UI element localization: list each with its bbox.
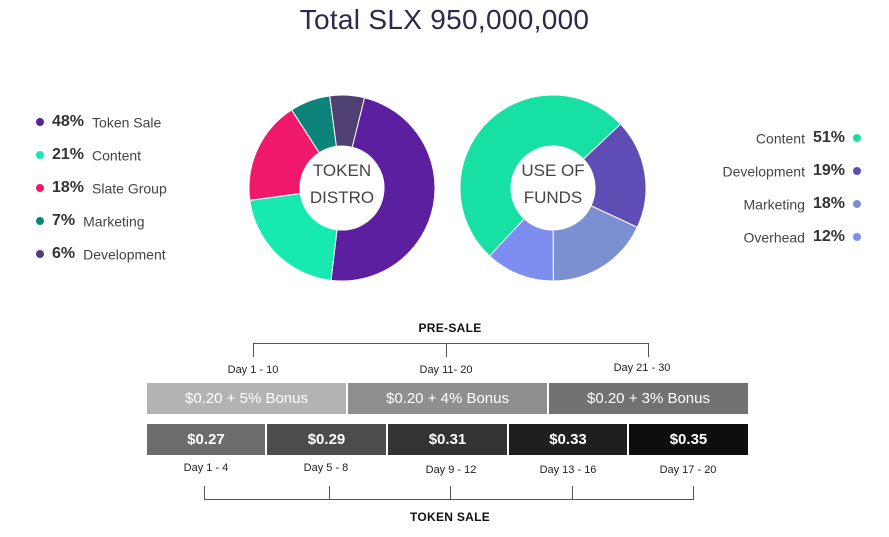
page-title: Total SLX 950,000,000 [299, 4, 590, 35]
legend-item: 7% Marketing [36, 210, 167, 243]
presale-bracket-line [253, 343, 649, 344]
legend-dot [853, 233, 861, 242]
token-sale-tick [693, 486, 694, 500]
legend-label: Overhead [743, 229, 805, 246]
token-sale-tick [204, 486, 205, 500]
donut-slice-marketing [552, 205, 638, 282]
token-sale-price-box: $0.31 [388, 424, 507, 455]
token-sale-day-label: Day 17 - 20 [659, 464, 717, 476]
legend-percent: 18% [812, 195, 845, 213]
legend-dot [36, 118, 44, 127]
token-sale-price-box: $0.33 [509, 424, 627, 455]
legend-label: Development [722, 163, 805, 180]
legend-dot [853, 167, 861, 176]
token-distro-legend: 48% Token Sale 21% Content 18% Slate Group … [36, 111, 167, 276]
token-sale-tick [329, 486, 330, 500]
legend-label: Marketing [83, 213, 145, 230]
legend-percent: 12% [812, 228, 845, 246]
token-sale-day-label: Day 13 - 16 [539, 464, 597, 476]
legend-item: 18% Slate Group [36, 177, 167, 210]
token-sale-price-box: $0.35 [629, 424, 748, 455]
legend-item: 21% Content [36, 144, 167, 177]
legend-percent: 19% [812, 162, 845, 180]
legend-percent: 21% [52, 146, 85, 164]
donut-slice-content [459, 94, 622, 257]
legend-dot [853, 200, 861, 209]
use-of-funds-donut: USE OF FUNDS [459, 94, 647, 282]
legend-dot [36, 151, 44, 160]
donut-slice-development [329, 94, 366, 148]
legend-dot [853, 134, 861, 143]
token-sale-day-label: Day 9 - 12 [425, 464, 477, 476]
presale-day-label: Day 1 - 10 [227, 364, 279, 376]
token-distro-donut: TOKEN DISTRO [248, 94, 436, 282]
legend-item: Marketing 18% [722, 193, 861, 226]
legend-item: Content 51% [722, 127, 861, 160]
donut-slice-overhead [488, 218, 554, 282]
presale-title: PRE-SALE [418, 321, 482, 335]
legend-item: Development 19% [722, 160, 861, 193]
legend-dot [36, 250, 44, 259]
donut-center-label: USE OF [521, 161, 584, 180]
donut-center-label: TOKEN [313, 161, 371, 180]
legend-label: Content [92, 147, 142, 164]
legend-label: Token Sale [92, 114, 162, 131]
presale-tick [253, 343, 254, 357]
legend-percent: 48% [52, 113, 85, 131]
token-sale-tick [572, 486, 573, 500]
token-sale-title: TOKEN SALE [409, 510, 491, 524]
donut-center-label: FUNDS [524, 188, 583, 207]
presale-tick [648, 343, 649, 357]
legend-percent: 6% [52, 245, 76, 263]
donut-slice-slate-group [248, 109, 320, 201]
legend-percent: 51% [812, 129, 845, 147]
legend-label: Development [83, 246, 166, 263]
presale-day-label: Day 11- 20 [419, 364, 473, 376]
presale-price-box: $0.20 + 4% Bonus [348, 383, 547, 414]
legend-item: 48% Token Sale [36, 111, 167, 144]
token-sale-price-box: $0.29 [267, 424, 386, 455]
legend-label: Content [755, 130, 805, 147]
donut-slice-token-sale [330, 97, 436, 282]
presale-day-label: Day 21 - 30 [613, 362, 671, 374]
legend-item: Overhead 12% [722, 226, 861, 259]
legend-percent: 7% [52, 212, 76, 230]
presale-tick [446, 343, 447, 357]
presale-price-box: $0.20 + 5% Bonus [147, 383, 346, 414]
donut-slice-content [249, 192, 338, 281]
token-sale-day-label: Day 5 - 8 [303, 462, 349, 474]
donut-center-label: DISTRO [310, 188, 374, 207]
legend-dot [36, 184, 44, 193]
legend-item: 6% Development [36, 243, 167, 276]
legend-label: Marketing [743, 196, 805, 213]
token-sale-bracket-line [204, 499, 694, 500]
use-of-funds-legend: Content 51% Development 19% Marketing 18% O… [722, 127, 861, 259]
presale-price-box: $0.20 + 3% Bonus [549, 383, 748, 414]
token-sale-tick [450, 486, 451, 500]
token-sale-day-label: Day 1 - 4 [183, 462, 229, 474]
token-sale-price-box: $0.27 [147, 424, 265, 455]
legend-label: Slate Group [92, 180, 167, 197]
legend-dot [36, 217, 44, 226]
legend-percent: 18% [52, 179, 85, 197]
